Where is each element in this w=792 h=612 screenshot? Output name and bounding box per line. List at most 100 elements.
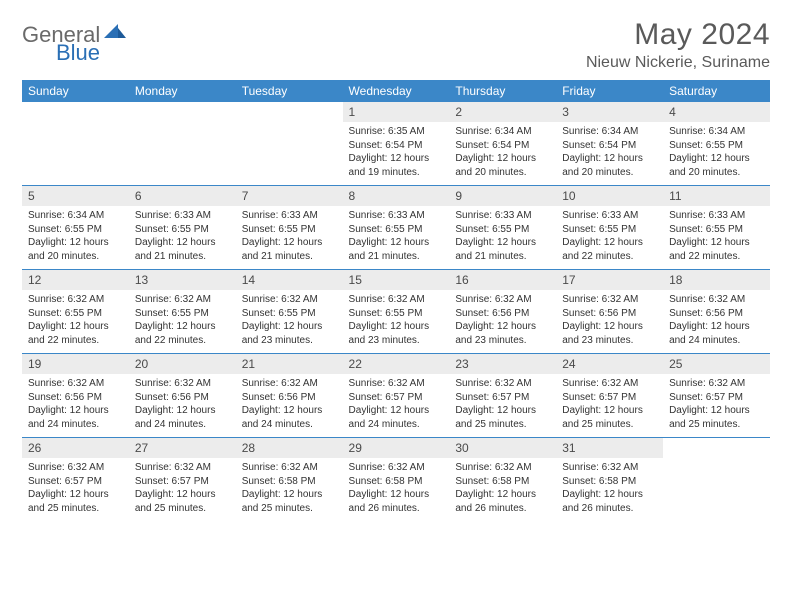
detail-line: Sunset: 6:55 PM bbox=[242, 307, 337, 321]
day-detail-cell: Sunrise: 6:33 AMSunset: 6:55 PMDaylight:… bbox=[663, 206, 770, 270]
day-number-cell: 9 bbox=[449, 186, 556, 207]
day-detail-cell: Sunrise: 6:32 AMSunset: 6:55 PMDaylight:… bbox=[129, 290, 236, 354]
day-detail-cell: Sunrise: 6:32 AMSunset: 6:56 PMDaylight:… bbox=[22, 374, 129, 438]
detail-line: Daylight: 12 hours bbox=[349, 404, 444, 418]
page-title: May 2024 bbox=[586, 18, 770, 52]
detail-line: Sunset: 6:56 PM bbox=[669, 307, 764, 321]
detail-line: Sunrise: 6:32 AM bbox=[562, 293, 657, 307]
detail-line: Sunset: 6:56 PM bbox=[135, 391, 230, 405]
detail-line: Daylight: 12 hours bbox=[455, 488, 550, 502]
day-number-cell: 8 bbox=[343, 186, 450, 207]
detail-line: Sunset: 6:57 PM bbox=[28, 475, 123, 489]
detail-line: Sunset: 6:55 PM bbox=[669, 139, 764, 153]
page-subtitle: Nieuw Nickerie, Suriname bbox=[586, 54, 770, 72]
day-detail-cell: Sunrise: 6:33 AMSunset: 6:55 PMDaylight:… bbox=[236, 206, 343, 270]
day-detail-row: Sunrise: 6:32 AM Sunset: 6:56 PM Daylight:… bbox=[22, 374, 770, 438]
detail-line: Daylight: 12 hours bbox=[455, 236, 550, 250]
day-number-cell: 13 bbox=[129, 270, 236, 291]
detail-line: Daylight: 12 hours bbox=[242, 320, 337, 334]
detail-line: Sunset: 6:55 PM bbox=[349, 223, 444, 237]
detail-line: and 25 minutes. bbox=[28, 502, 123, 516]
day-number-cell bbox=[22, 102, 129, 122]
day-detail-cell: Sunrise: 6:32 AMSunset: 6:57 PMDaylight:… bbox=[663, 374, 770, 438]
day-detail-cell: Sunrise: 6:32 AMSunset: 6:56 PMDaylight:… bbox=[449, 290, 556, 354]
detail-line: Sunset: 6:55 PM bbox=[349, 307, 444, 321]
detail-line: and 23 minutes. bbox=[349, 334, 444, 348]
day-header: Sunday bbox=[22, 80, 129, 102]
day-detail-cell: Sunrise: 6:34 AMSunset: 6:54 PMDaylight:… bbox=[449, 122, 556, 186]
detail-line: Daylight: 12 hours bbox=[669, 236, 764, 250]
day-number-cell: 26 bbox=[22, 438, 129, 459]
day-number-cell: 16 bbox=[449, 270, 556, 291]
detail-line: Sunrise: 6:32 AM bbox=[349, 377, 444, 391]
day-detail-cell: Sunrise: 6:35 AMSunset: 6:54 PMDaylight:… bbox=[343, 122, 450, 186]
day-detail-row: Sunrise: 6:32 AMSunset: 6:55 PMDaylight:… bbox=[22, 290, 770, 354]
detail-line: Daylight: 12 hours bbox=[669, 152, 764, 166]
day-detail-cell: Sunrise: 6:34 AMSunset: 6:54 PMDaylight:… bbox=[556, 122, 663, 186]
day-header: Thursday bbox=[449, 80, 556, 102]
day-number-cell: 29 bbox=[343, 438, 450, 459]
day-detail-cell bbox=[236, 122, 343, 186]
day-detail-cell: Sunrise: 6:32 AMSunset: 6:58 PMDaylight:… bbox=[449, 458, 556, 521]
day-number-cell: 2 bbox=[449, 102, 556, 122]
detail-line: Daylight: 12 hours bbox=[135, 488, 230, 502]
detail-line: Daylight: 12 hours bbox=[562, 236, 657, 250]
day-detail-cell bbox=[22, 122, 129, 186]
day-number-cell: 12 bbox=[22, 270, 129, 291]
detail-line: Daylight: 12 hours bbox=[349, 236, 444, 250]
day-detail-cell: Sunrise: 6:32 AMSunset: 6:57 PMDaylight:… bbox=[22, 458, 129, 521]
detail-line: Sunset: 6:55 PM bbox=[242, 223, 337, 237]
day-number-cell: 1 bbox=[343, 102, 450, 122]
detail-line: and 24 minutes. bbox=[28, 418, 123, 432]
detail-line: Sunrise: 6:35 AM bbox=[349, 125, 444, 139]
logo-triangle-icon bbox=[104, 24, 126, 47]
day-header: Monday bbox=[129, 80, 236, 102]
detail-line: Sunrise: 6:33 AM bbox=[135, 209, 230, 223]
detail-line: and 23 minutes. bbox=[242, 334, 337, 348]
day-detail-cell: Sunrise: 6:32 AMSunset: 6:58 PMDaylight:… bbox=[556, 458, 663, 521]
detail-line: Sunset: 6:56 PM bbox=[28, 391, 123, 405]
detail-line: Sunset: 6:55 PM bbox=[669, 223, 764, 237]
detail-line: Daylight: 12 hours bbox=[28, 320, 123, 334]
detail-line: Daylight: 12 hours bbox=[349, 152, 444, 166]
calendar-page: General May 2024 Nieuw Nickerie, Surinam… bbox=[0, 0, 792, 531]
page-header: General May 2024 Nieuw Nickerie, Surinam… bbox=[22, 18, 770, 72]
detail-line: Sunrise: 6:32 AM bbox=[455, 377, 550, 391]
detail-line: and 21 minutes. bbox=[455, 250, 550, 264]
detail-line: Daylight: 12 hours bbox=[562, 152, 657, 166]
day-number-cell: 4 bbox=[663, 102, 770, 122]
detail-line: Sunset: 6:57 PM bbox=[669, 391, 764, 405]
detail-line: and 25 minutes. bbox=[669, 418, 764, 432]
detail-line: Sunrise: 6:34 AM bbox=[28, 209, 123, 223]
detail-line: and 23 minutes. bbox=[562, 334, 657, 348]
calendar-body: 1234Sunrise: 6:35 AMSunset: 6:54 PMDayli… bbox=[22, 102, 770, 521]
calendar-header-row: Sunday Monday Tuesday Wednesday Thursday… bbox=[22, 80, 770, 102]
detail-line: Sunset: 6:55 PM bbox=[28, 307, 123, 321]
detail-line: Sunset: 6:57 PM bbox=[562, 391, 657, 405]
day-detail-cell: Sunrise: 6:32 AMSunset: 6:57 PMDaylight:… bbox=[556, 374, 663, 438]
logo-blue-wrap: Blue bbox=[22, 40, 100, 66]
detail-line: Sunrise: 6:32 AM bbox=[242, 377, 337, 391]
detail-line: Sunset: 6:55 PM bbox=[135, 307, 230, 321]
detail-line: and 20 minutes. bbox=[669, 166, 764, 180]
day-detail-cell: Sunrise: 6:32 AMSunset: 6:56 PMDaylight:… bbox=[663, 290, 770, 354]
day-number-cell: 11 bbox=[663, 186, 770, 207]
day-number-cell: 22 bbox=[343, 354, 450, 375]
detail-line: Daylight: 12 hours bbox=[562, 320, 657, 334]
detail-line: Sunset: 6:56 PM bbox=[455, 307, 550, 321]
day-number-cell bbox=[663, 438, 770, 459]
detail-line: Sunrise: 6:32 AM bbox=[135, 293, 230, 307]
day-detail-cell: Sunrise: 6:33 AMSunset: 6:55 PMDaylight:… bbox=[343, 206, 450, 270]
detail-line: Sunrise: 6:33 AM bbox=[562, 209, 657, 223]
day-header: Saturday bbox=[663, 80, 770, 102]
detail-line: and 21 minutes. bbox=[349, 250, 444, 264]
detail-line: Daylight: 12 hours bbox=[562, 488, 657, 502]
day-number-row: 567891011 bbox=[22, 186, 770, 207]
detail-line: and 20 minutes. bbox=[28, 250, 123, 264]
logo-text-blue: Blue bbox=[56, 40, 100, 65]
detail-line: Daylight: 12 hours bbox=[562, 404, 657, 418]
day-header: Wednesday bbox=[343, 80, 450, 102]
detail-line: and 21 minutes. bbox=[135, 250, 230, 264]
detail-line: and 20 minutes. bbox=[455, 166, 550, 180]
detail-line: Sunrise: 6:33 AM bbox=[349, 209, 444, 223]
